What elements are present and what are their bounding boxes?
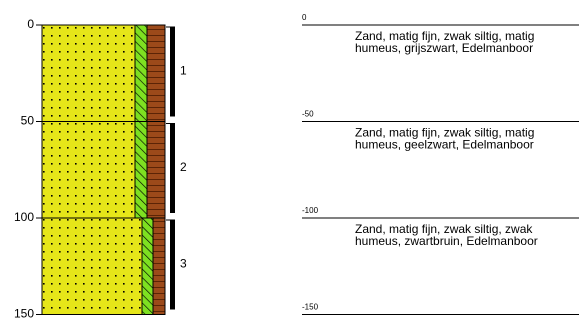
layer-description: humeus, grijszwart, Edelmanboor [355,41,533,55]
silt-column [142,218,153,315]
level-label: -100 [302,206,319,215]
borehole-log: 1Zand, matig fijn, zwak siltig, matighum… [0,0,579,320]
humus-column [147,25,165,122]
layer-bar [170,27,175,117]
layer-description: humeus, zwartbruin, Edelmanboor [355,234,538,248]
tick-label: 0 [27,17,34,31]
humus-column [153,218,165,315]
level-label: -150 [302,303,319,312]
layer-bar [170,220,175,310]
layer-bar [170,124,175,214]
tick-label: 150 [14,307,34,320]
layer-id: 1 [180,63,187,77]
level-label: 0 [302,13,307,22]
sand-column [42,25,135,122]
tick-label: 100 [14,210,34,224]
humus-column [147,122,165,219]
level-label: -50 [302,110,314,119]
silt-column [135,122,147,219]
tick-label: 50 [21,114,35,128]
layer-id: 3 [180,256,187,270]
sand-column [42,122,135,219]
layer-description: humeus, geelzwart, Edelmanboor [355,138,534,152]
sand-column [42,218,142,315]
silt-column [135,25,147,122]
layer-id: 2 [180,160,187,174]
